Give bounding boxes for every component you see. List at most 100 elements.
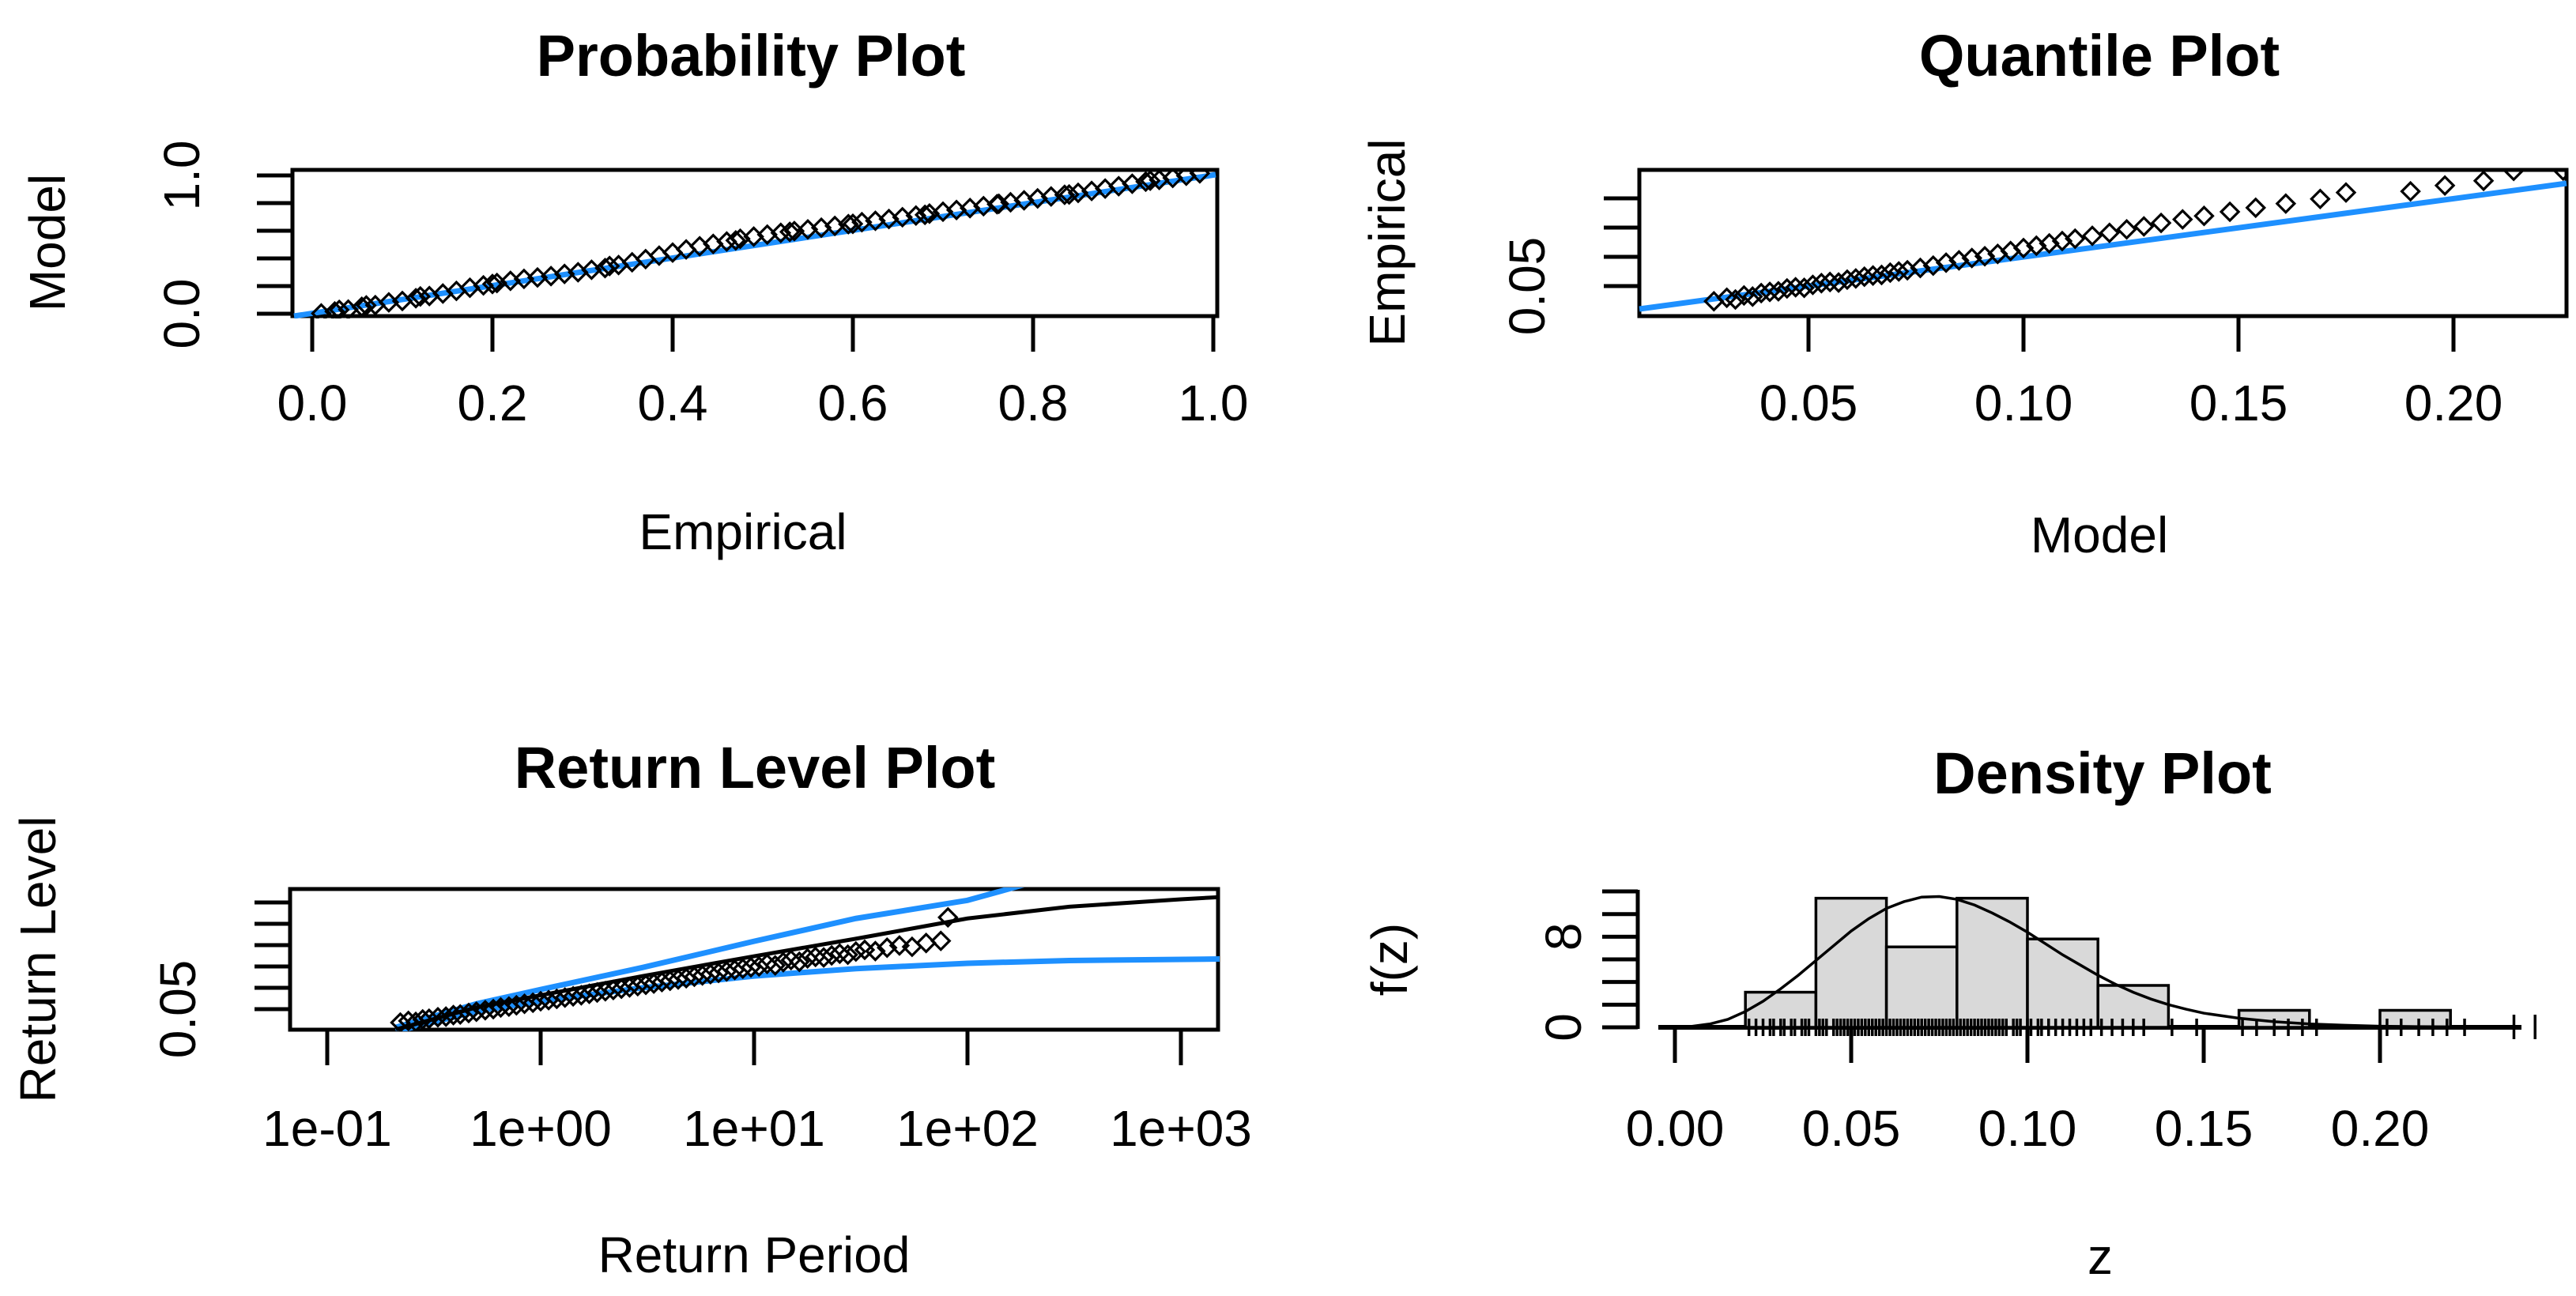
tick-label: 0.15 [2189,375,2288,431]
data-point-diamond [2310,188,2331,210]
data-point-diamond [466,1000,487,1023]
y-tick-labels: 0.05 [1499,237,1556,336]
return-level-estimate-line [395,895,1220,1031]
data-point-diamond [845,940,867,963]
data-point-diamond [740,956,762,978]
tick-label: 0.2 [458,375,528,431]
data-point-diamond [530,990,552,1012]
data-point-diamond [2193,205,2215,227]
data-point-diamond [1811,273,1832,294]
data-point-diamond [2133,216,2155,237]
data-point-diamond [1189,168,1211,184]
data-point-diamond [1750,282,1772,304]
data-point-diamond [667,969,689,990]
data-point-diamond [643,973,665,994]
tick-label: 0.15 [2155,1100,2254,1157]
y-tick-labels: 0.05 [149,960,206,1059]
data-point-diamond [1845,268,1867,289]
y-axis-label: Model [19,174,76,311]
data-point-diamond [2552,168,2568,182]
data-point-diamond [1854,266,1875,288]
data-point-diamond [724,959,745,981]
data-point-diamond [546,988,568,1010]
tick-label: 1e+00 [470,1100,612,1157]
x-axis-label: z [2088,1228,2113,1285]
tick-label: 1e-01 [262,1100,392,1157]
panel-quantile-plot: Quantile Plot 0.05 0.10 0.15 0.20 0.05 Mode… [1359,23,2569,563]
data-point-diamond [789,951,810,973]
data-point-diamond [820,944,843,966]
data-point-diamond [1827,272,1850,293]
data-point-diamond [1862,265,1884,286]
y-tick-labels: 08 [1535,923,1592,1042]
data-point-diamond [1767,281,1790,302]
data-point-diamond [675,967,697,989]
return-level-series [390,887,1220,1031]
data-point-diamond [2434,175,2456,196]
histogram-bar [2026,937,2099,1029]
data-point-diamond [328,299,350,318]
data-point-diamond [2502,168,2525,182]
data-point-diamond [805,946,826,968]
data-point-diamond [829,943,850,965]
data-point-diamond [684,966,705,988]
panel-return-level-plot: Return Level Plot 1e-01 1e+00 1e+01 1e+02 1e… [9,735,1252,1283]
x-tick-labels: 0.0 0.2 0.4 0.6 0.8 1.0 [277,375,1249,431]
tick-label: 1.0 [153,141,210,211]
data-point-diamond [390,1012,411,1031]
tick-label: 1.0 [1179,375,1249,431]
tick-label: 8 [1535,923,1592,951]
plot-box [1637,168,2569,318]
data-point-diamond [888,935,911,956]
panel-probability-plot: Probability Plot 0.0 0.2 0.4 0.6 0.8 1.0 0.0 1… [19,23,1248,560]
data-point-diamond [1880,262,1901,284]
tick-label: 0.10 [1978,1100,2077,1157]
data-point-diamond [409,285,432,307]
tick-label: 0.05 [1759,375,1858,431]
histogram-bar [2378,1008,2452,1029]
data-point-diamond [692,965,713,986]
data-point-diamond [450,1004,471,1026]
y-axis-label: f(z) [1361,923,1418,996]
data-point-diamond [2400,180,2421,202]
data-point-diamond [797,948,818,970]
x-tick-labels: 0.00 0.05 0.10 0.15 0.20 [1626,1100,2430,1157]
data-point-diamond [2472,170,2495,192]
ci-lower-line [395,956,1220,1031]
data-point-diamond [506,994,527,1016]
panel-density-plot: Density Plot 0.00 0.05 0.10 0.15 0.20 08 z f… [1361,740,2536,1285]
data-point-diamond [1733,284,1755,307]
data-point-diamond [813,947,835,968]
data-point-diamond [725,229,747,251]
tick-label: 0 [1535,1013,1592,1042]
data-point-diamond [2335,182,2357,203]
histogram-bar [1814,896,1888,1029]
plot-box [290,168,1220,318]
y-axis-label: Return Level [9,816,66,1103]
data-point-diamond [1888,261,1910,282]
tick-label: 1e+03 [1110,1100,1252,1157]
x-tick-labels: 0.05 0.10 0.15 0.20 [1759,375,2503,431]
tick-label: 0.8 [998,375,1069,431]
data-point-diamond [930,930,952,951]
data-point-diamond [537,989,560,1011]
tick-label: 0.6 [818,375,888,431]
y-axis-label: Empirical [1359,138,1416,346]
data-point-diamond [2116,218,2137,240]
data-point-diamond [842,213,864,235]
tick-label: 0.20 [2331,1100,2430,1157]
data-point-diamond [1785,277,1806,298]
data-point-diamond [716,960,737,982]
data-point-diamond [514,993,535,1015]
tick-label: 0.05 [1499,237,1556,336]
data-point-diamond [764,955,786,976]
tick-label: 0.0 [277,375,348,431]
panel-title: Quantile Plot [1919,23,2280,89]
tick-label: 0.4 [638,375,708,431]
data-point-diamond [1742,286,1763,307]
data-point-diamond [602,979,624,1000]
axis-ticks [1604,196,2456,352]
data-point-diamond [1793,277,1815,299]
histogram-bar [1956,896,2029,1029]
